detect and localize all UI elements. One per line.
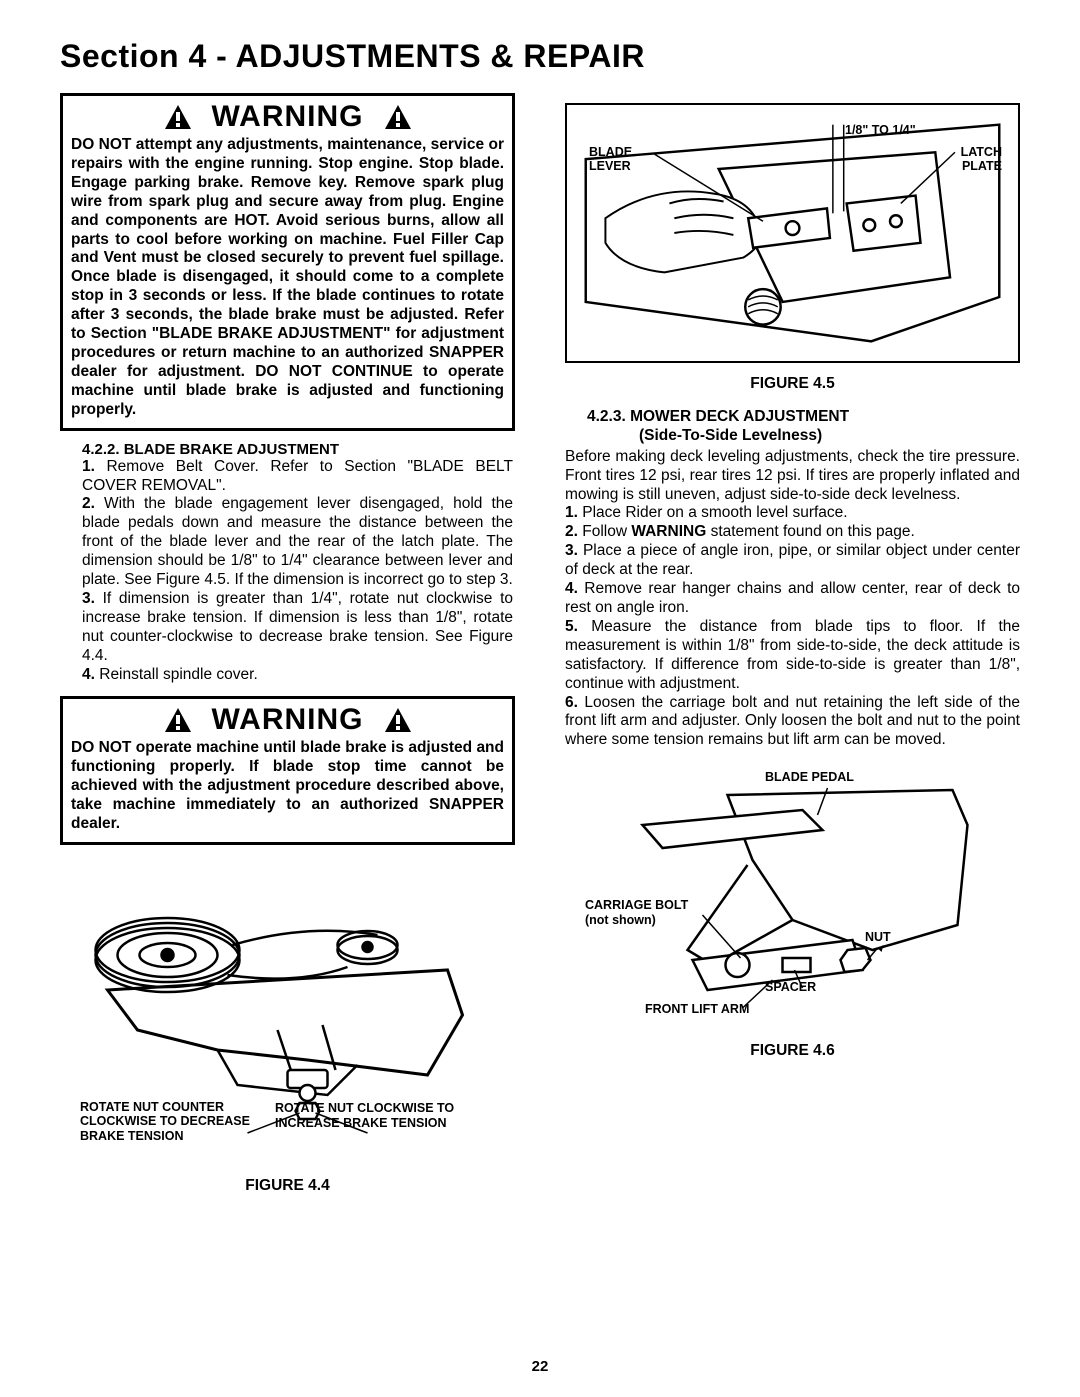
- fig46-label-carriage: CARRIAGE BOLT (not shown): [585, 898, 715, 927]
- step-num: 5.: [565, 618, 578, 635]
- figure-4-4-caption: FIGURE 4.4: [60, 1177, 515, 1195]
- step-num: 3.: [565, 542, 578, 559]
- figure-4-4-svg: [60, 875, 515, 1135]
- step-num: 2.: [82, 495, 95, 512]
- fig44-label-ccw: ROTATE NUT COUNTER CLOCKWISE TO DECREASE…: [80, 1100, 260, 1143]
- step-num: 4.: [565, 580, 578, 597]
- figure-4-4: ROTATE NUT COUNTER CLOCKWISE TO DECREASE…: [60, 875, 515, 1195]
- warning-title: WARNING: [212, 703, 364, 737]
- sec423-title-1: 4.2.3. MOWER DECK ADJUSTMENT: [587, 408, 849, 425]
- intro-text: Before making deck leveling adjustments,…: [565, 448, 1020, 503]
- subsection-422-title: 4.2.2. BLADE BRAKE ADJUSTMENT: [60, 441, 515, 458]
- left-column: WARNING DO NOT attempt any adjustments, …: [60, 93, 515, 1195]
- step-text: With the blade engagement lever disengag…: [82, 495, 513, 588]
- step-text: Remove Belt Cover. Refer to Section "BLA…: [82, 458, 513, 494]
- step-num: 2.: [565, 523, 578, 540]
- subsection-423-title: 4.2.3. MOWER DECK ADJUSTMENT (Side-To-Si…: [565, 407, 1020, 446]
- fig46-label-front-lift: FRONT LIFT ARM: [645, 1002, 749, 1016]
- step-text: Loosen the carriage bolt and nut retaini…: [565, 694, 1020, 749]
- warning-triangle-icon: [164, 104, 192, 130]
- warning-header: WARNING: [71, 100, 504, 134]
- section-title: Section 4 - ADJUSTMENTS & REPAIR: [60, 38, 1020, 75]
- warning-title: WARNING: [212, 100, 364, 134]
- warning-header: WARNING: [71, 703, 504, 737]
- step-text: statement found on this page.: [706, 523, 915, 540]
- step-text: Measure the distance from blade tips to …: [565, 618, 1020, 692]
- step-text: Place a piece of angle iron, pipe, or si…: [565, 542, 1020, 578]
- fig45-label-blade-lever: BLADE LEVER: [589, 145, 649, 174]
- step-num: 4.: [82, 666, 95, 683]
- fig46-label-blade-pedal: BLADE PEDAL: [765, 770, 854, 784]
- step-text: Reinstall spindle cover.: [95, 666, 258, 683]
- bold-word: WARNING: [631, 523, 706, 540]
- step-num: 1.: [82, 458, 95, 475]
- sec423-title-2: (Side-To-Side Levelness): [587, 427, 822, 444]
- figure-4-5-svg: [565, 103, 1020, 363]
- page-number: 22: [0, 1358, 1080, 1375]
- subsection-422-body: 1. Remove Belt Cover. Refer to Section "…: [60, 458, 515, 685]
- fig44-label-cw: ROTATE NUT CLOCKWISE TO INCREASE BRAKE T…: [275, 1101, 485, 1130]
- step-num: 3.: [82, 590, 95, 607]
- subsection-423-body: Before making deck leveling adjustments,…: [565, 448, 1020, 751]
- warning-box-2: WARNING DO NOT operate machine until bla…: [60, 696, 515, 845]
- step-num: 1.: [565, 504, 578, 521]
- figure-4-5-caption: FIGURE 4.5: [565, 375, 1020, 393]
- two-column-layout: WARNING DO NOT attempt any adjustments, …: [60, 93, 1020, 1195]
- step-text: Place Rider on a smooth level surface.: [578, 504, 848, 521]
- warning-text-1: DO NOT attempt any adjustments, maintena…: [71, 136, 504, 420]
- right-column: 1/8" TO 1/4" BLADE LEVER LATCH PLATE FIG…: [565, 93, 1020, 1195]
- warning-text-2: DO NOT operate machine until blade brake…: [71, 739, 504, 834]
- fig45-label-latch-plate: LATCH PLATE: [947, 145, 1002, 174]
- step-text: Remove rear hanger chains and allow cent…: [565, 580, 1020, 616]
- step-text: If dimension is greater than 1/4", rotat…: [82, 590, 513, 664]
- step-text: Follow: [578, 523, 631, 540]
- fig45-label-dim: 1/8" TO 1/4": [845, 123, 916, 137]
- warning-triangle-icon: [384, 707, 412, 733]
- fig46-label-nut: NUT: [865, 930, 891, 944]
- fig46-label-spacer: SPACER: [765, 980, 816, 994]
- warning-box-1: WARNING DO NOT attempt any adjustments, …: [60, 93, 515, 431]
- warning-triangle-icon: [384, 104, 412, 130]
- figure-4-5: 1/8" TO 1/4" BLADE LEVER LATCH PLATE FIG…: [565, 103, 1020, 393]
- figure-4-6: BLADE PEDAL CARRIAGE BOLT (not shown) NU…: [565, 770, 1020, 1060]
- warning-triangle-icon: [164, 707, 192, 733]
- step-num: 6.: [565, 694, 578, 711]
- figure-4-6-caption: FIGURE 4.6: [565, 1042, 1020, 1060]
